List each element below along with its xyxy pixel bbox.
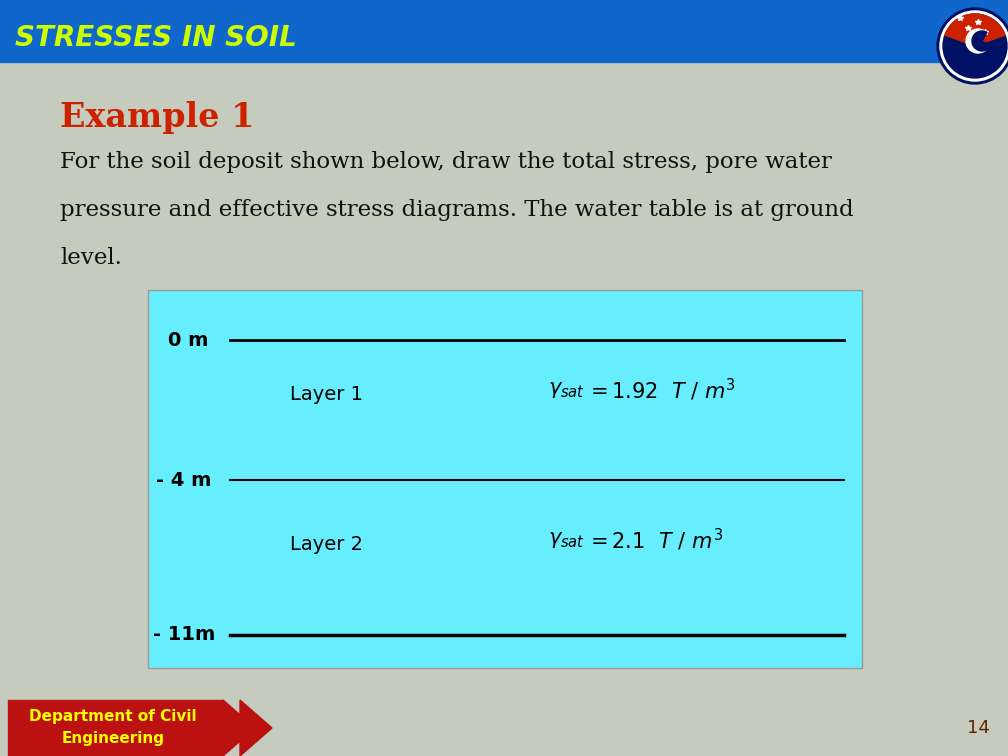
Circle shape (940, 11, 1008, 81)
Bar (0, 0, 1008, 62)
Polygon shape (223, 700, 255, 756)
Text: - 11m: - 11m (153, 625, 216, 645)
Circle shape (937, 8, 1008, 84)
Wedge shape (944, 14, 1005, 46)
Text: Department of Civil: Department of Civil (29, 708, 197, 723)
Text: - 4 m: - 4 m (156, 470, 212, 489)
Text: STRESSES IN SOIL: STRESSES IN SOIL (15, 24, 296, 52)
Text: $= 2.1\ \ T\ /\ m^3$: $= 2.1\ \ T\ /\ m^3$ (586, 527, 723, 553)
Circle shape (943, 14, 1007, 78)
Bar (148, 290, 862, 668)
Text: $\gamma_{sat}$: $\gamma_{sat}$ (548, 380, 585, 400)
Text: Example 1: Example 1 (60, 101, 254, 135)
Text: $= 1.92\ \ T\ /\ m^3$: $= 1.92\ \ T\ /\ m^3$ (586, 377, 736, 403)
Wedge shape (966, 29, 989, 53)
Text: Layer 1: Layer 1 (290, 386, 363, 404)
Polygon shape (240, 700, 272, 756)
Text: pressure and effective stress diagrams. The water table is at ground: pressure and effective stress diagrams. … (60, 199, 854, 221)
Text: level.: level. (60, 247, 122, 269)
Bar (148, 290, 862, 668)
Text: 14: 14 (967, 719, 990, 737)
Text: 0 m: 0 m (168, 330, 209, 349)
Text: Layer 2: Layer 2 (290, 535, 363, 554)
Text: For the soil deposit shown below, draw the total stress, pore water: For the soil deposit shown below, draw t… (60, 151, 832, 173)
Text: Engineering: Engineering (61, 730, 164, 745)
Wedge shape (972, 31, 991, 51)
Bar (8, 700, 223, 756)
Text: $\gamma_{sat}$: $\gamma_{sat}$ (548, 530, 585, 550)
